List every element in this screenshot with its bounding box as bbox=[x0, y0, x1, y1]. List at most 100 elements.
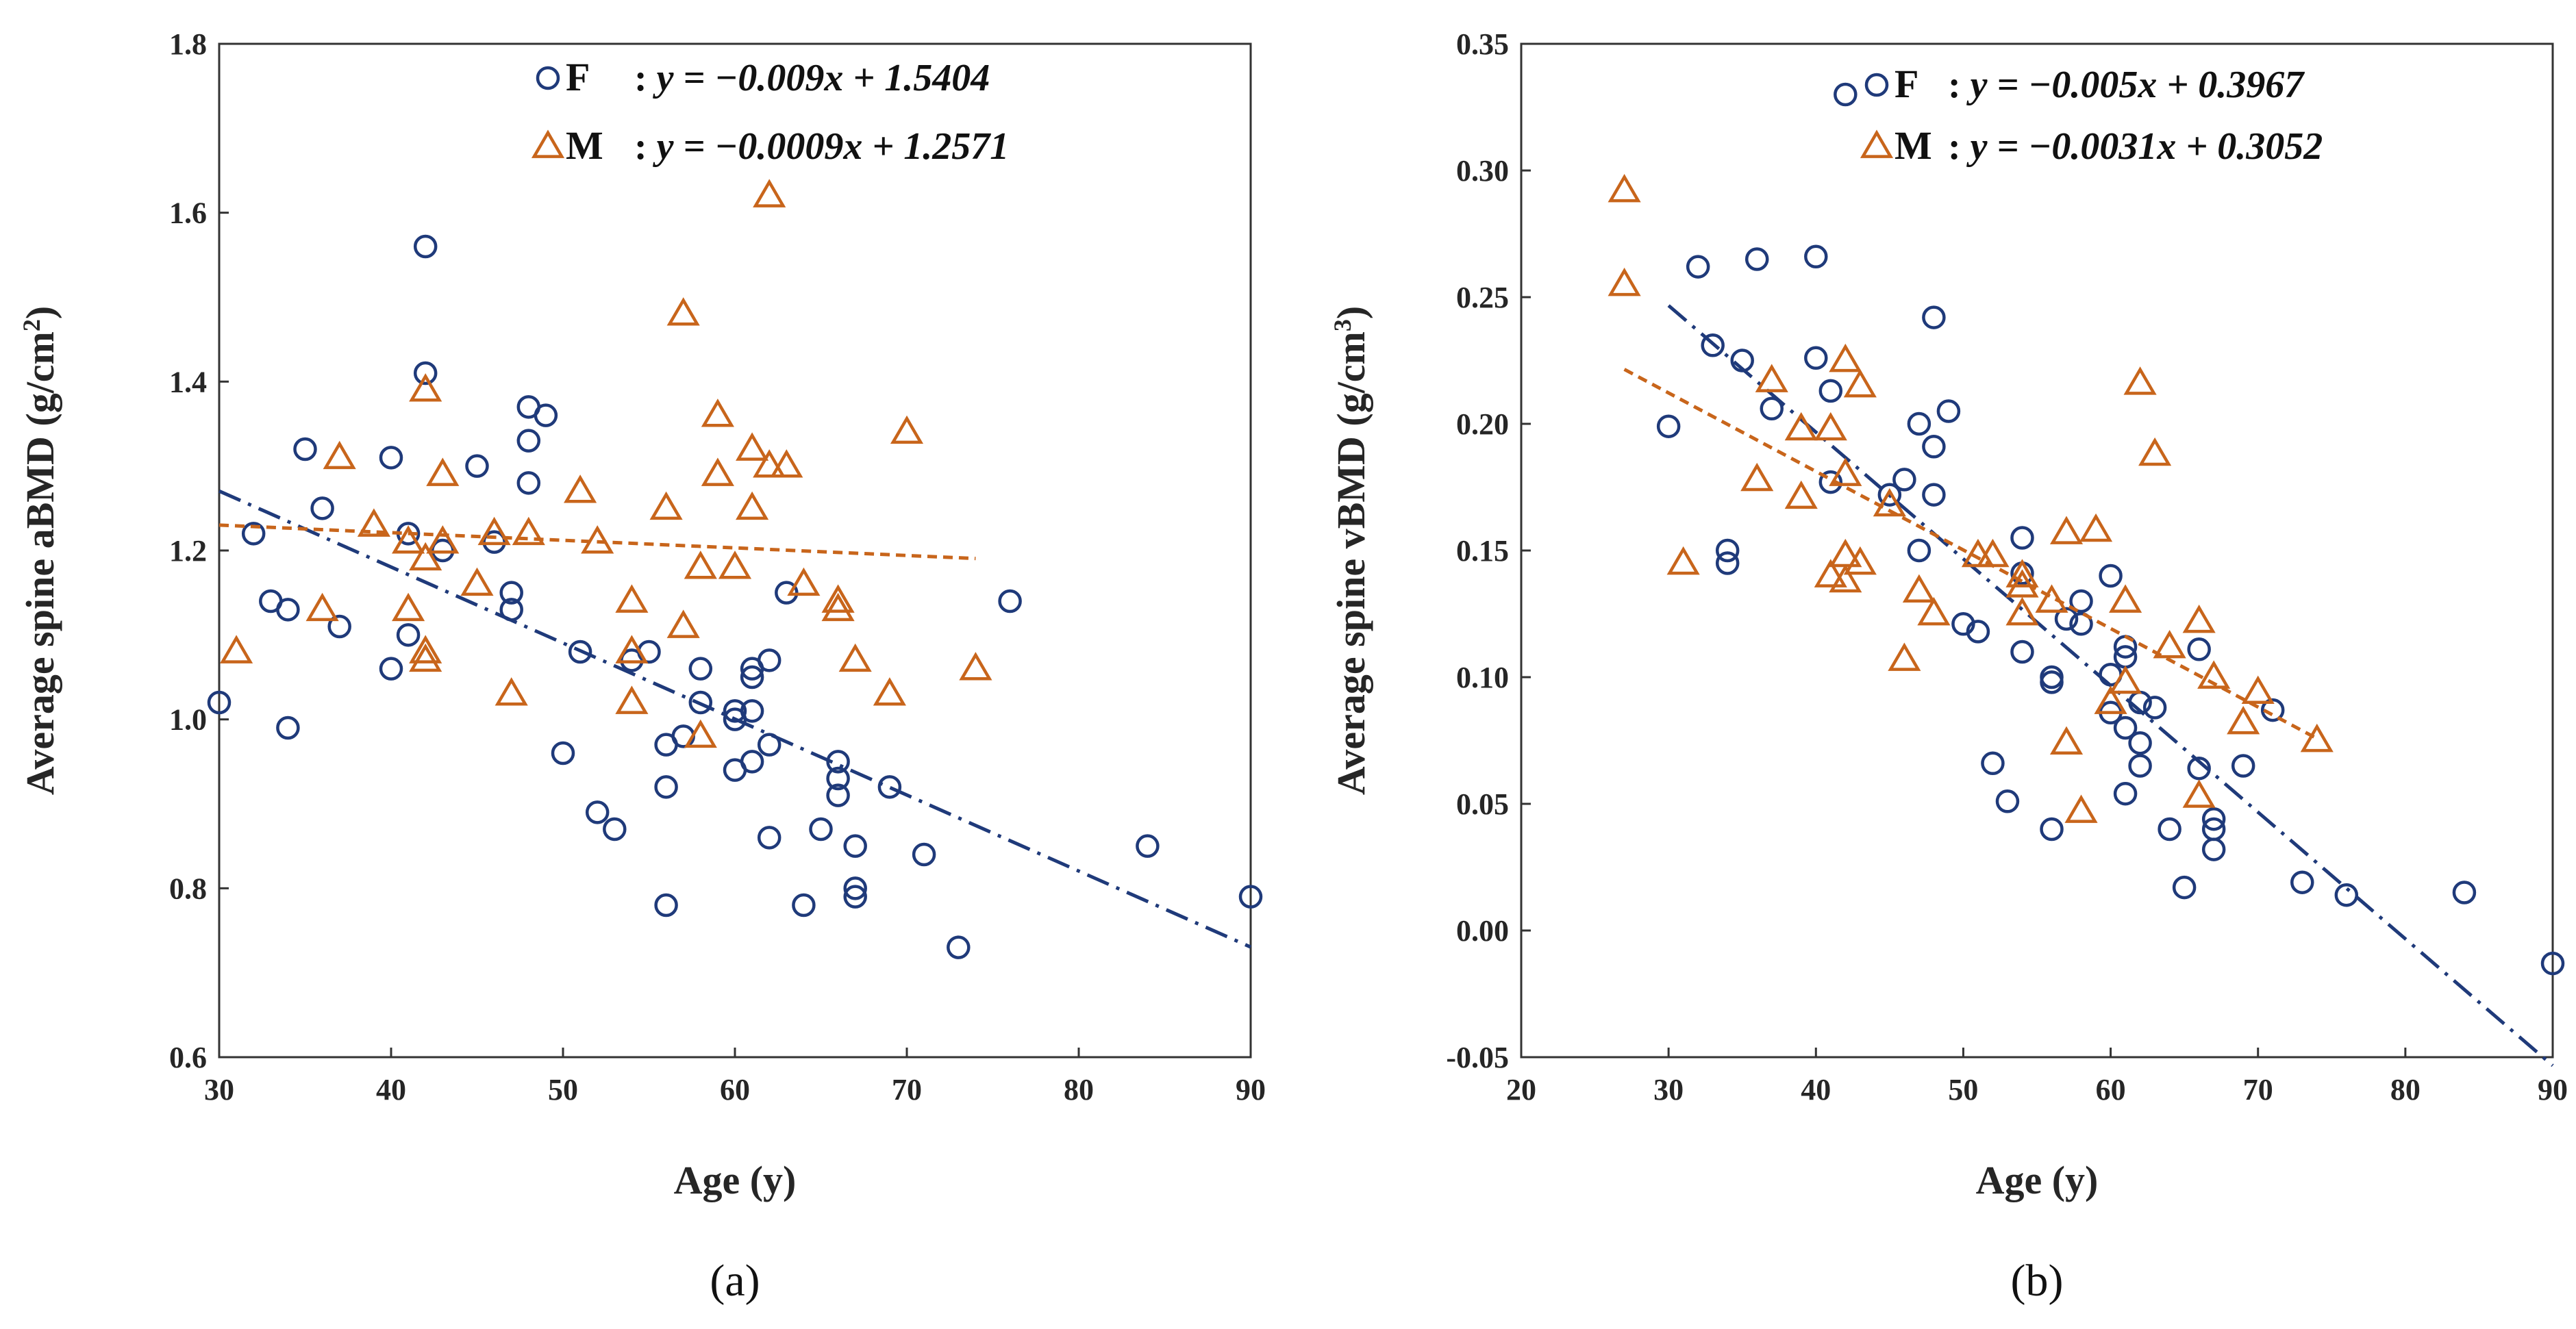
x-tick-label: 80 bbox=[1064, 1073, 1094, 1106]
data-point-male bbox=[649, 491, 683, 520]
data-point-female bbox=[551, 741, 575, 765]
legend-equation-m: : y = −0.0031x + 0.3052 bbox=[1948, 125, 2323, 168]
data-point-male bbox=[2005, 596, 2039, 626]
data-point-female bbox=[1907, 412, 1931, 436]
chart-panel-a: 30 40 50 60 70 80 90 0.6 0.8 1.0 1.2 1.4 1.6 1.8 F: y… bbox=[18, 27, 1266, 1306]
data-point-female bbox=[792, 893, 816, 917]
data-point-male bbox=[2035, 584, 2068, 613]
data-point-male bbox=[409, 542, 442, 571]
data-point-male bbox=[2182, 779, 2216, 808]
data-point-female bbox=[293, 437, 317, 461]
data-point-female bbox=[1995, 789, 2020, 813]
y-tick-label: 1.2 bbox=[169, 534, 207, 568]
y-tick-label: 0.10 bbox=[1456, 661, 1509, 694]
x-tick-label: 40 bbox=[1801, 1073, 1831, 1106]
legend-marker-male bbox=[1860, 129, 1894, 158]
data-point-female bbox=[2128, 754, 2152, 778]
data-point-male bbox=[615, 635, 649, 663]
data-point-male bbox=[838, 643, 872, 672]
data-point-male bbox=[2064, 794, 2098, 823]
y-tick-label: 1.6 bbox=[169, 197, 207, 230]
data-point-female bbox=[1715, 551, 1740, 575]
y-axis-title-b: Average spine vBMD (g/cm3) bbox=[1329, 306, 1373, 795]
data-point-male bbox=[1829, 538, 1862, 568]
data-point-female bbox=[1892, 468, 1916, 492]
legend-equation-f: : y = −0.009x + 1.5404 bbox=[634, 57, 990, 99]
y-tick-label: 0.20 bbox=[1456, 407, 1509, 441]
data-point-female bbox=[1818, 470, 1843, 494]
data-point-female bbox=[1745, 247, 1769, 271]
x-tick-label: 40 bbox=[376, 1073, 406, 1106]
scatter-marks-a bbox=[207, 179, 1263, 959]
data-point-female bbox=[688, 657, 713, 681]
x-tick-label: 90 bbox=[2538, 1073, 2568, 1106]
x-axis-title-b: Age (y) bbox=[1976, 1158, 2099, 1202]
data-point-female bbox=[1686, 255, 1710, 279]
data-point-female bbox=[2290, 870, 2314, 894]
data-point-female bbox=[1656, 414, 1681, 438]
data-point-female bbox=[568, 640, 592, 664]
data-point-female bbox=[2172, 875, 2197, 900]
data-point-female bbox=[2128, 731, 2152, 755]
data-point-male bbox=[615, 685, 649, 714]
data-point-male bbox=[220, 635, 253, 663]
data-point-female bbox=[2452, 881, 2477, 904]
legend-marker-female bbox=[1864, 73, 1889, 97]
data-point-male bbox=[821, 592, 855, 622]
data-point-male bbox=[684, 550, 717, 579]
data-point-female bbox=[1730, 349, 1754, 372]
data-point-female bbox=[1834, 82, 1858, 107]
data-point-female bbox=[276, 598, 300, 622]
data-point-female bbox=[1922, 305, 1946, 329]
data-point-female bbox=[2260, 698, 2285, 722]
data-point-male bbox=[1843, 368, 1877, 398]
data-point-female bbox=[1701, 333, 1725, 357]
data-point-male bbox=[1888, 642, 1921, 671]
x-axis-title-a: Age (y) bbox=[674, 1158, 797, 1202]
data-point-female bbox=[1877, 483, 1902, 507]
y-tick-label: 0.8 bbox=[169, 872, 207, 905]
y-tick-label: 0.35 bbox=[1456, 27, 1509, 61]
scatter-marks-b bbox=[1608, 82, 2565, 1067]
data-point-female bbox=[740, 699, 764, 723]
data-point-female bbox=[2142, 696, 2167, 720]
data-point-male bbox=[426, 457, 460, 486]
data-point-female bbox=[757, 648, 781, 672]
legend-marker-male bbox=[531, 129, 565, 158]
data-point-female bbox=[276, 716, 300, 740]
data-point-female bbox=[327, 614, 351, 639]
data-point-female bbox=[2201, 807, 2226, 831]
data-point-female bbox=[1804, 346, 1828, 370]
data-point-female bbox=[413, 361, 438, 385]
data-point-female bbox=[1804, 244, 1828, 269]
data-point-female bbox=[2069, 612, 2093, 636]
data-point-female bbox=[757, 733, 781, 757]
data-point-female bbox=[465, 454, 489, 478]
data-point-female bbox=[2187, 756, 2211, 781]
data-point-male bbox=[1976, 538, 2010, 568]
data-point-female bbox=[1136, 834, 1160, 858]
data-point-female bbox=[2054, 607, 2079, 631]
data-point-male bbox=[2049, 726, 2084, 755]
x-tick-label: 90 bbox=[1236, 1073, 1266, 1106]
data-point-male bbox=[323, 440, 356, 470]
data-point-female bbox=[1922, 483, 1946, 507]
legend-label-m: M bbox=[566, 123, 603, 168]
data-point-male bbox=[1740, 462, 1774, 492]
legend-a: F: y = −0.009x + 1.5404 M: y = −0.0009x +… bbox=[531, 55, 1009, 168]
data-point-male bbox=[684, 719, 717, 748]
y-tick-label: 0.6 bbox=[169, 1041, 207, 1074]
data-point-male bbox=[2182, 605, 2216, 633]
data-point-male bbox=[581, 525, 614, 554]
data-point-female bbox=[1760, 396, 1784, 421]
data-point-male bbox=[460, 567, 494, 596]
data-point-female bbox=[877, 775, 902, 799]
panel-label-a: (a) bbox=[710, 1256, 760, 1306]
data-point-male bbox=[2138, 437, 2172, 466]
data-point-female bbox=[2334, 883, 2359, 907]
data-point-male bbox=[753, 449, 786, 478]
data-point-female bbox=[499, 598, 523, 622]
data-point-female bbox=[2187, 637, 2211, 661]
data-point-male bbox=[890, 415, 924, 444]
y-tick-label: -0.05 bbox=[1446, 1041, 1509, 1074]
